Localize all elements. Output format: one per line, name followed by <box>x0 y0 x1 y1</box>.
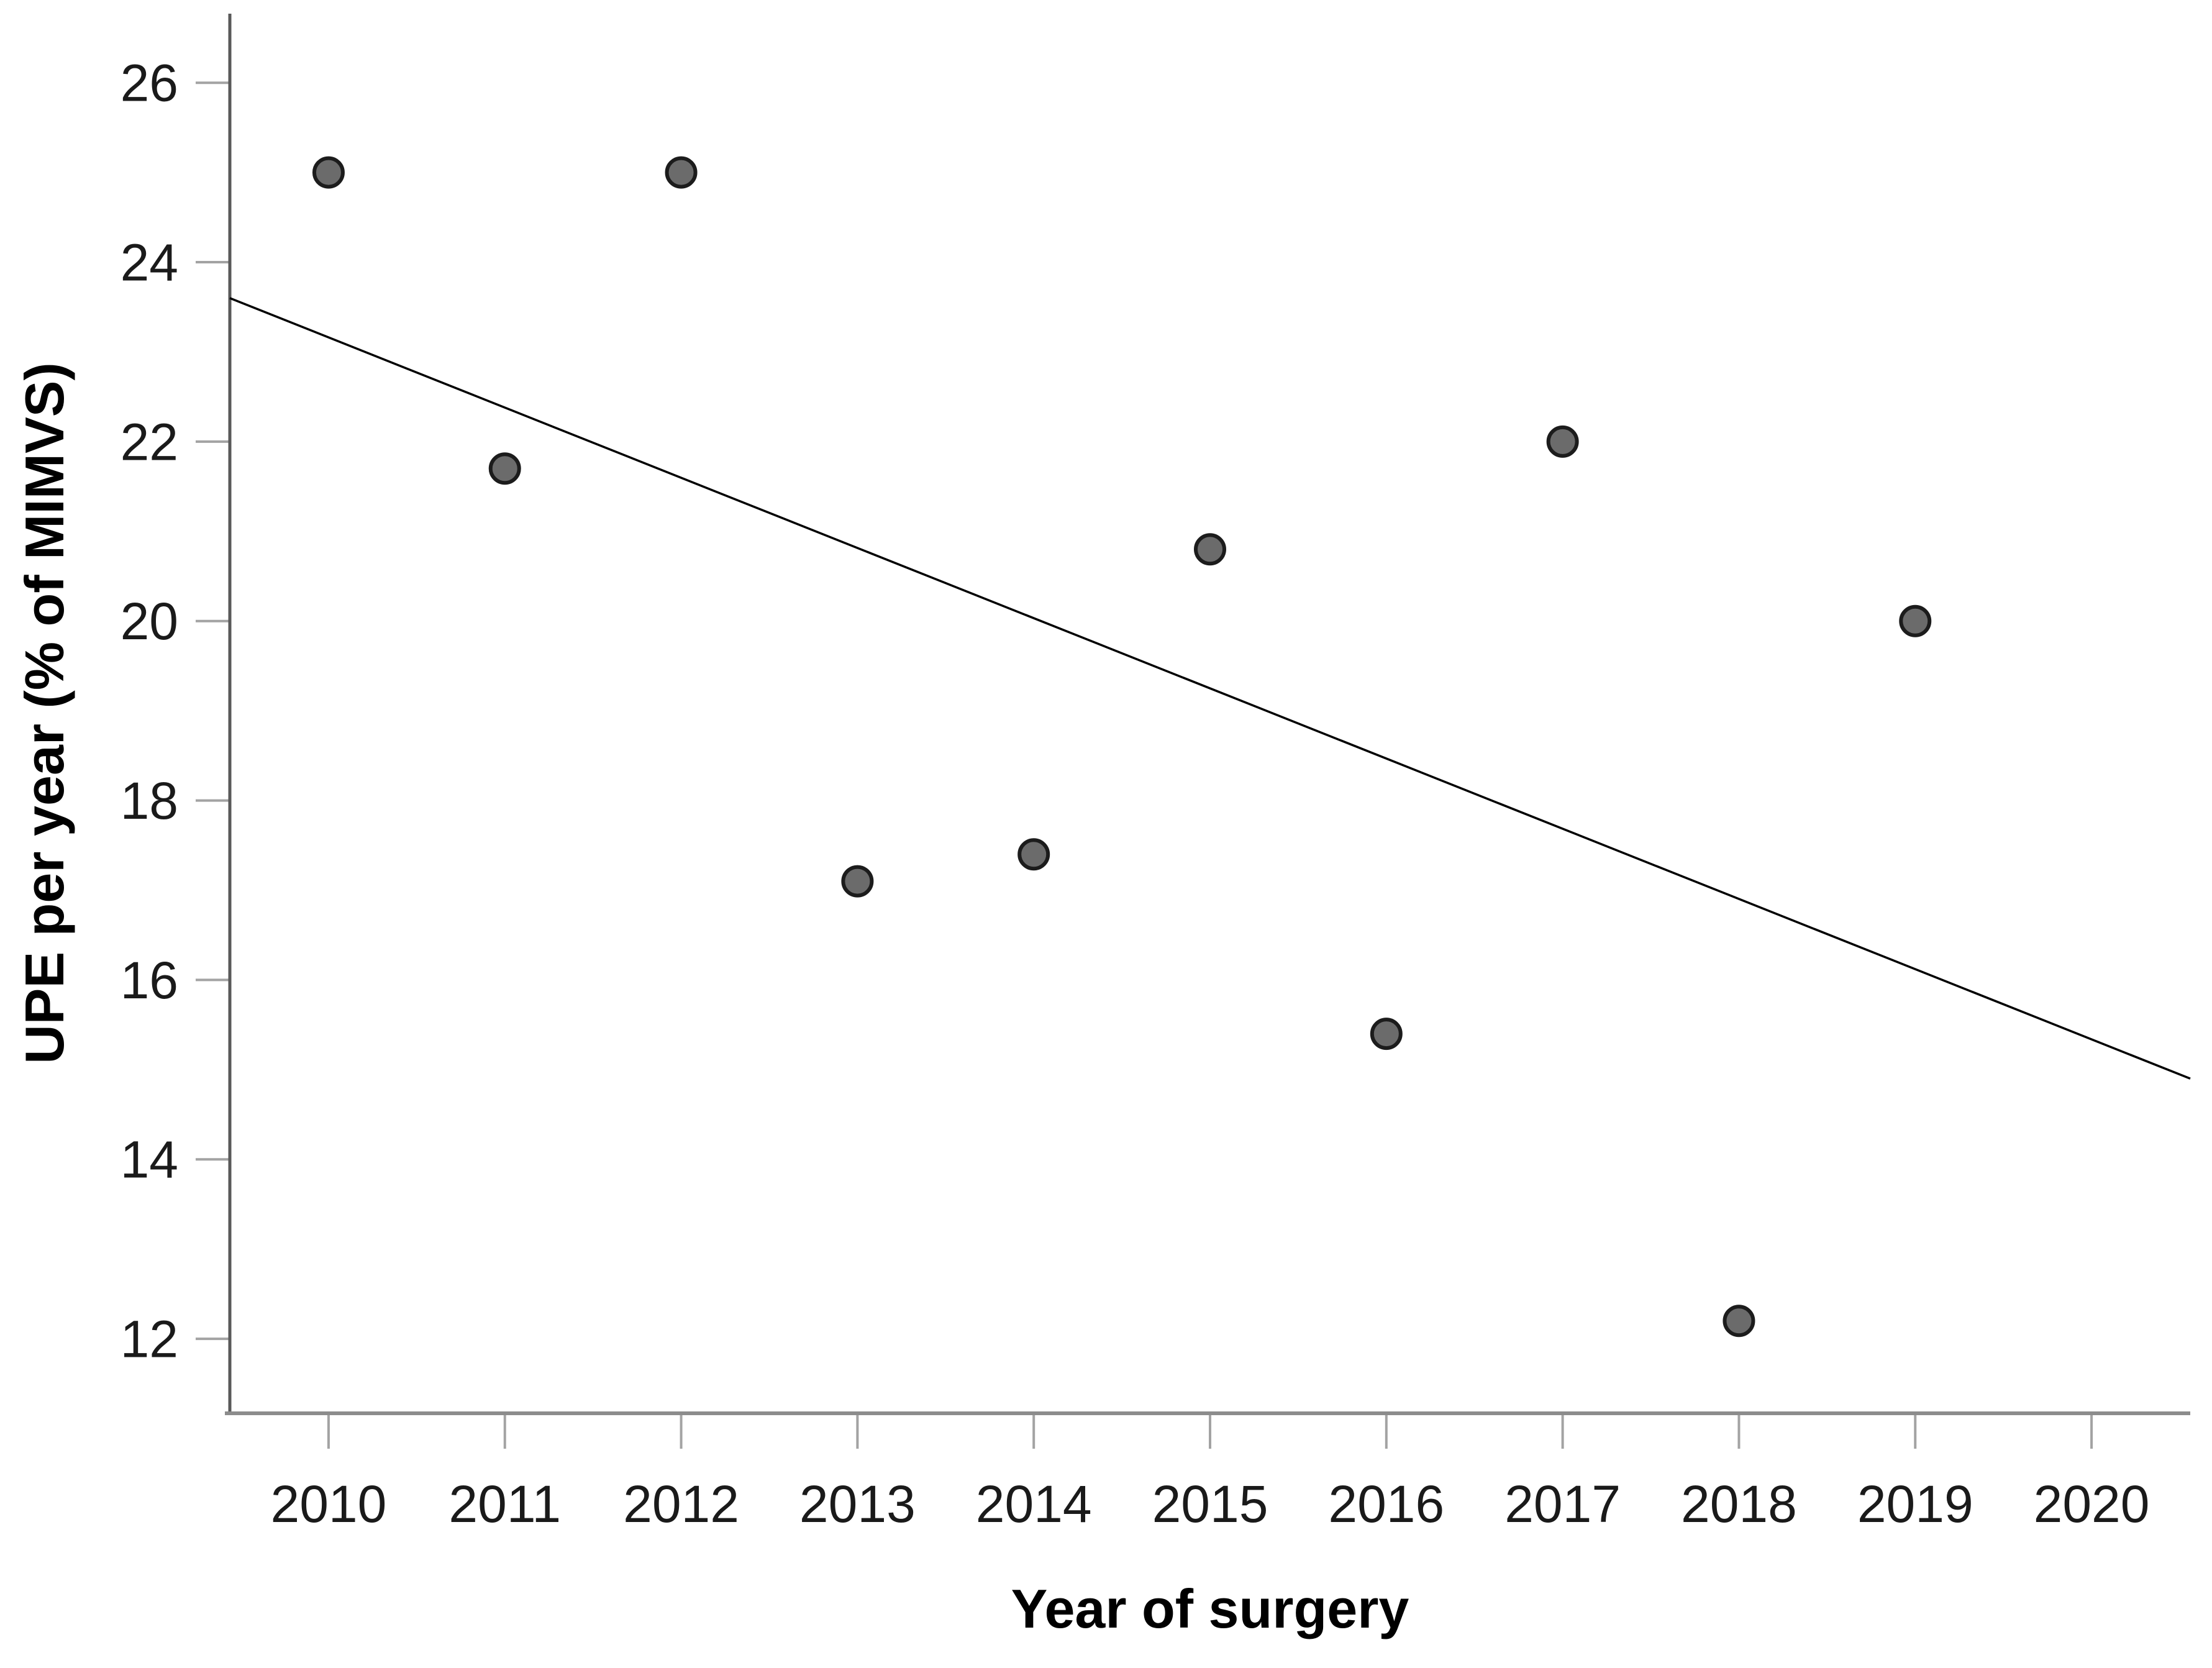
data-point <box>1370 1018 1403 1050</box>
x-tick-label: 2012 <box>623 1475 739 1533</box>
y-tick-label: 14 <box>121 1131 178 1189</box>
y-tick-label: 26 <box>121 54 178 112</box>
data-point <box>488 452 521 485</box>
x-tick-label: 2014 <box>976 1475 1092 1533</box>
y-tick-label: 18 <box>121 772 178 830</box>
y-tick-label: 24 <box>121 233 178 291</box>
data-point <box>1017 838 1050 871</box>
x-tick-label: 2017 <box>1504 1475 1621 1533</box>
x-axis-title: Year of surgery <box>1011 1578 1409 1639</box>
x-tick-label: 2016 <box>1328 1475 1444 1533</box>
data-point <box>1899 604 1932 637</box>
data-point <box>841 865 874 898</box>
x-tick-label: 2020 <box>2034 1475 2150 1533</box>
x-tick-label: 2019 <box>1857 1475 1973 1533</box>
y-tick-label: 22 <box>121 412 178 471</box>
x-tick-label: 2013 <box>799 1475 916 1533</box>
data-point <box>665 156 698 189</box>
data-point <box>312 156 345 189</box>
y-tick-label: 20 <box>121 592 178 650</box>
data-point <box>1194 533 1226 566</box>
x-tick-label: 2015 <box>1152 1475 1268 1533</box>
x-tick-label: 2018 <box>1681 1475 1797 1533</box>
y-tick-label: 16 <box>121 951 178 1009</box>
data-point <box>1546 425 1579 458</box>
data-point <box>1723 1305 1755 1338</box>
trend-line <box>229 297 2191 1080</box>
y-tick-label: 12 <box>121 1310 178 1369</box>
x-tick-label: 2011 <box>448 1475 561 1533</box>
x-tick-label: 2010 <box>270 1475 386 1533</box>
y-axis-title: UPE per year (% of MIMVS) <box>14 362 75 1064</box>
